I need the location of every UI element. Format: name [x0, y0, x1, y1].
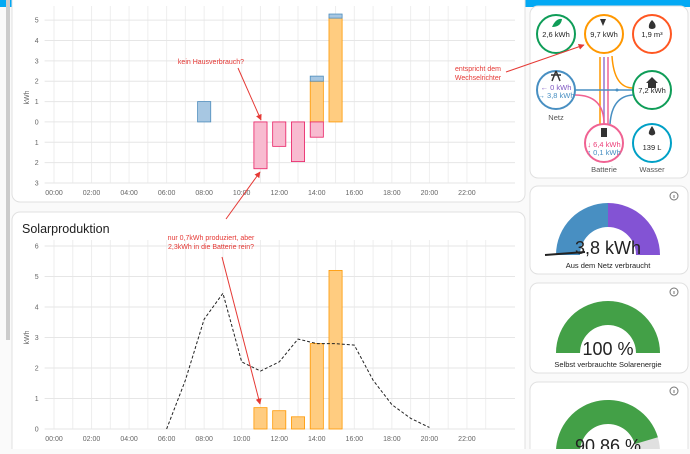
y-tick-label: 6 [35, 244, 39, 251]
y-tick-label: 4 [35, 305, 39, 312]
node-value: 9,7 kWh [590, 30, 618, 39]
y-tick-label: 5 [35, 18, 39, 25]
energy-chart: 00:00 02:00 04:00 06:00 08:00 10:00 12:00 14:00… [24, 6, 515, 197]
gauge-value: 100 % [582, 339, 633, 359]
annotation: entspricht dem [455, 66, 501, 73]
gauge-arc [556, 400, 658, 452]
x-tick-label: 02:00 [83, 190, 101, 197]
y-tick-label: 4 [35, 38, 39, 45]
bar [309, 121, 324, 138]
y-axis-label: kWh [24, 330, 31, 344]
x-tick-label: 02:00 [83, 436, 101, 443]
nodes [536, 14, 672, 163]
annotation: nur 0,7kWh produziert, aber [168, 235, 255, 242]
energy-card [11, 0, 526, 203]
x-tick-label: 08:00 [195, 190, 213, 197]
node-value: 1,9 m³ [641, 30, 663, 39]
y-tick-label: 0 [35, 119, 39, 126]
y-tick-label: 3 [35, 58, 39, 65]
x-tick-label: 14:00 [308, 190, 326, 197]
annotation: kein Hausverbrauch? [178, 59, 244, 66]
node-value: ↓ 6,4 kWh [587, 140, 620, 149]
gauge-value: 3,8 kWh [575, 238, 641, 258]
bar [291, 416, 305, 430]
flows [574, 55, 634, 125]
x-tick-label: 20:00 [421, 436, 439, 443]
bar [328, 13, 343, 19]
x-tick-label: 00:00 [45, 190, 63, 197]
bar [309, 343, 324, 430]
x-tick-label: 06:00 [158, 436, 176, 443]
x-tick-label: 22:00 [458, 436, 476, 443]
y-tick-label: 1 [35, 396, 39, 403]
x-tick-label: 16:00 [346, 436, 364, 443]
x-tick-label: 14:00 [308, 436, 326, 443]
node-icons [551, 18, 658, 137]
bar [309, 75, 324, 82]
x-tick-label: 18:00 [383, 190, 401, 197]
annotation-arrows [221, 43, 585, 405]
x-tick-label: 10:00 [233, 190, 251, 197]
y-tick-label: 5 [35, 274, 39, 281]
x-tick-label: 12:00 [270, 436, 288, 443]
scrollbar[interactable] [6, 0, 10, 340]
x-tick-label: 22:00 [458, 190, 476, 197]
y-axis-label: kWh [24, 90, 31, 104]
line [166, 292, 430, 430]
gauge-value: 90,86 % [575, 436, 641, 449]
bar [197, 101, 212, 123]
x-tick-label: 18:00 [383, 436, 401, 443]
x-tick-label: 06:00 [158, 190, 176, 197]
card-title: Solarproduktion [22, 222, 110, 236]
node-label: Wasser [639, 165, 665, 174]
annotation: 2,3kWh in die Batterie rein? [168, 244, 254, 251]
node-value: 7,2 kWh [638, 86, 666, 95]
y-tick-label: 2 [35, 160, 39, 167]
bar [328, 269, 343, 430]
x-tick-label: 12:00 [270, 190, 288, 197]
bar [253, 121, 268, 170]
bar [272, 121, 287, 147]
y-tick-label: 0 [35, 427, 39, 434]
x-tick-label: 16:00 [346, 190, 364, 197]
node-value: ↑ 0,1 kWh [587, 148, 620, 157]
node-label: Netz [548, 113, 564, 122]
node-value: 2,6 kWh [542, 30, 570, 39]
gauge-arc [556, 301, 660, 353]
node-value: → 3,8 kWh [537, 91, 574, 100]
node-label: Batterie [591, 165, 617, 174]
y-tick-label: 2 [35, 79, 39, 86]
gauge-label: Selbst verbrauchte Solarenergie [554, 360, 661, 369]
gauges [556, 301, 660, 452]
y-tick-label: 2 [35, 366, 39, 373]
bar [272, 410, 287, 430]
x-tick-label: 04:00 [120, 436, 138, 443]
solar-chart: 00:00 02:00 04:00 06:00 08:00 10:00 12:00 14:00… [24, 240, 515, 443]
x-tick-label: 08:00 [195, 436, 213, 443]
y-tick-label: 1 [35, 99, 39, 106]
x-tick-label: 20:00 [421, 190, 439, 197]
solar-card [11, 211, 526, 454]
bar [253, 407, 268, 430]
x-tick-label: 00:00 [45, 436, 63, 443]
info-icons[interactable] [669, 191, 679, 396]
bar [291, 121, 305, 163]
y-tick-label: 3 [35, 335, 39, 342]
bar [309, 80, 324, 123]
bar [328, 17, 343, 123]
y-tick-label: 1 [35, 140, 39, 147]
y-tick-label: 3 [35, 181, 39, 188]
node-value: ← 0 kWh [541, 83, 572, 92]
node-value: 139 L [643, 143, 662, 152]
annotation: Wechselrichter [455, 75, 502, 82]
x-tick-label: 10:00 [233, 436, 251, 443]
gauge-arcs [544, 203, 660, 256]
gauge-label: Aus dem Netz verbraucht [566, 261, 652, 270]
x-tick-label: 04:00 [120, 190, 138, 197]
